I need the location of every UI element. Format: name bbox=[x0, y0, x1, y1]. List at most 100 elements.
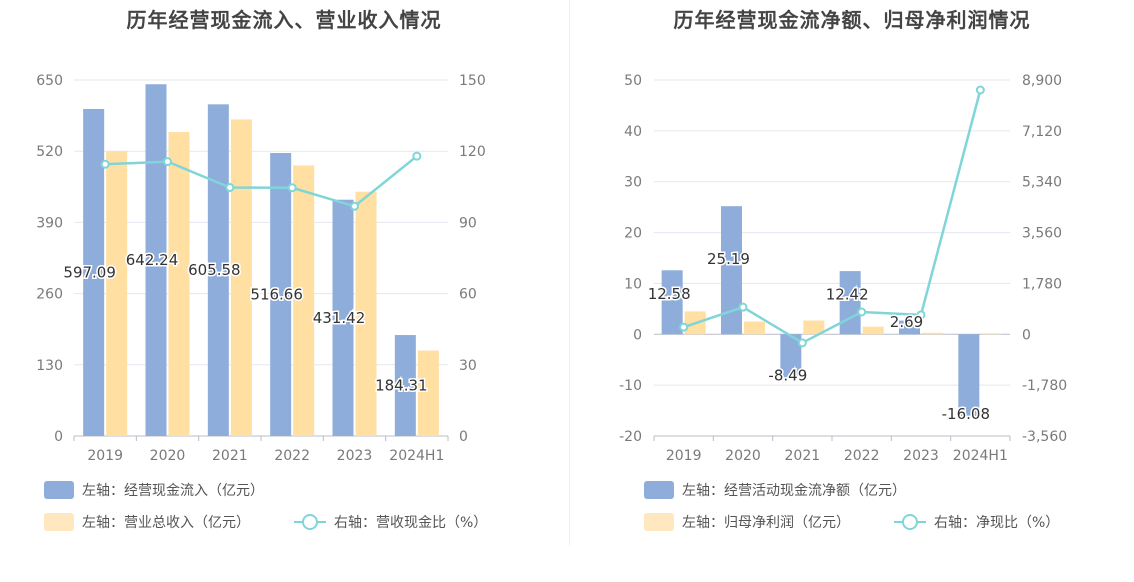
y-right-tick-label: 60 bbox=[459, 287, 477, 303]
y-left-tick-label: 390 bbox=[36, 215, 63, 231]
panel-separator bbox=[569, 0, 570, 545]
bar-series1 bbox=[332, 199, 354, 436]
y-right-tick-label: -3,560 bbox=[1022, 429, 1067, 445]
x-tick-label: 2022 bbox=[274, 448, 310, 464]
y-left-tick-label: 50 bbox=[624, 73, 642, 89]
bar-series2 bbox=[862, 326, 884, 335]
x-tick-label: 2022 bbox=[844, 448, 880, 464]
line-point bbox=[287, 183, 297, 193]
y-left-tick-label: -10 bbox=[619, 378, 642, 394]
y-left-tick-label: 130 bbox=[36, 358, 63, 374]
bar-series1 bbox=[145, 84, 167, 436]
y-right-tick-label: -1,780 bbox=[1022, 378, 1067, 394]
x-tick-label: 2020 bbox=[150, 448, 186, 464]
legend-label: 右轴：净现比（%） bbox=[934, 515, 1060, 531]
legend-label: 左轴：归母净利润（亿元） bbox=[682, 515, 850, 531]
data-label: 516.66 bbox=[250, 286, 303, 304]
y-right-tick-label: 8,900 bbox=[1022, 73, 1062, 89]
data-label: 642.24 bbox=[126, 251, 179, 269]
y-left-tick-label: -20 bbox=[619, 429, 642, 445]
x-tick-label: 2023 bbox=[337, 448, 373, 464]
bar-series2 bbox=[922, 332, 943, 335]
bar-series1 bbox=[780, 334, 802, 378]
bar-series1 bbox=[839, 271, 861, 335]
line-series bbox=[105, 155, 418, 208]
bar-series2 bbox=[106, 151, 128, 436]
x-tick-label: 2023 bbox=[903, 448, 939, 464]
data-label: 605.58 bbox=[188, 261, 241, 279]
chart-panel-cashflow-revenue: 历年经营现金流入、营业收入情况 0 0 130 30 260 60 390 90 520 120 6… bbox=[36, 8, 487, 532]
y-right-tick-label: 0 bbox=[1022, 327, 1031, 343]
bar-series2 bbox=[981, 333, 1003, 335]
data-label: 12.58 bbox=[648, 285, 691, 303]
x-tick-label: 2024H1 bbox=[389, 448, 444, 464]
bar-series1 bbox=[83, 108, 105, 437]
legend-label: 左轴：经营活动现金流净额（亿元） bbox=[682, 483, 906, 499]
data-label: 184.31 bbox=[375, 377, 428, 395]
y-right-tick-label: 0 bbox=[459, 429, 468, 445]
line-point bbox=[857, 307, 867, 317]
chart-plot: 0 0 130 30 260 60 390 90 520 120 650 150 2019 2020 202… bbox=[36, 73, 486, 464]
y-left-tick-label: 10 bbox=[624, 276, 642, 292]
data-label: -8.49 bbox=[768, 366, 807, 384]
y-left-tick-label: 30 bbox=[624, 175, 642, 191]
legend-item-cash-inflow[interactable]: 左轴：经营现金流入（亿元） bbox=[44, 480, 264, 500]
x-tick-label: 2024H1 bbox=[953, 448, 1008, 464]
chart-panel-netflow-profit: 历年经营现金流净额、归母净利润情况 -20 -3,560 -10 -1,780 0 0 10… bbox=[570, 0, 1134, 582]
data-label: 2.69 bbox=[890, 313, 923, 331]
data-label: 25.19 bbox=[707, 250, 750, 268]
y-left-tick-label: 40 bbox=[624, 124, 642, 140]
chart-title: 历年经营现金流入、营业收入情况 bbox=[126, 8, 442, 32]
bar-series1 bbox=[721, 206, 742, 335]
bar-series2 bbox=[744, 321, 765, 335]
legend-swatch-bar-icon bbox=[644, 481, 674, 499]
data-label: 12.42 bbox=[826, 286, 869, 304]
y-left-tick-label: 20 bbox=[624, 226, 642, 242]
legend-item-revenue[interactable]: 左轴：营业总收入（亿元） bbox=[44, 512, 250, 532]
bar-series1 bbox=[270, 153, 292, 436]
chart-title: 历年经营现金流净额、归母净利润情况 bbox=[673, 8, 1031, 32]
line-point bbox=[225, 183, 235, 193]
line-point bbox=[163, 157, 172, 167]
line-point bbox=[738, 302, 748, 312]
legend-item-net-cashflow[interactable]: 左轴：经营活动现金流净额（亿元） bbox=[644, 480, 906, 500]
data-label: -16.08 bbox=[942, 405, 990, 423]
legend-swatch-line-icon bbox=[894, 513, 926, 531]
data-label: 431.42 bbox=[313, 309, 366, 327]
y-right-tick-label: 5,340 bbox=[1022, 175, 1062, 191]
legend-item-revenue-cash-ratio[interactable]: 右轴：营收现金比（%） bbox=[294, 512, 487, 532]
legend-swatch-line-icon bbox=[294, 513, 326, 531]
y-right-tick-label: 3,560 bbox=[1022, 226, 1062, 242]
legend-item-net-profit[interactable]: 左轴：归母净利润（亿元） bbox=[644, 512, 850, 532]
bar-series1 bbox=[958, 334, 980, 417]
data-label: 597.09 bbox=[63, 263, 116, 281]
x-tick-label: 2020 bbox=[725, 448, 761, 464]
legend-label: 左轴：营业总收入（亿元） bbox=[82, 515, 250, 531]
bar-series2 bbox=[355, 191, 377, 436]
line-point bbox=[916, 310, 926, 320]
x-tick-label: 2019 bbox=[666, 448, 702, 464]
y-left-tick-label: 520 bbox=[36, 144, 63, 160]
x-tick-label: 2021 bbox=[785, 448, 821, 464]
chart-plot: -20 -3,560 -10 -1,780 0 0 10 1,780 20 3,560 30 5,34… bbox=[619, 73, 1067, 464]
legend-swatch-bar-icon bbox=[44, 513, 74, 531]
line-point bbox=[412, 151, 422, 161]
y-left-tick-label: 260 bbox=[36, 287, 63, 303]
y-right-tick-label: 7,120 bbox=[1022, 124, 1062, 140]
y-left-tick-label: 0 bbox=[54, 429, 63, 445]
legend-item-net-cash-ratio[interactable]: 右轴：净现比（%） bbox=[894, 512, 1059, 532]
bar-series1 bbox=[394, 335, 416, 436]
y-right-tick-label: 120 bbox=[459, 144, 486, 160]
bar-series1 bbox=[899, 320, 920, 335]
bar-series2 bbox=[230, 119, 252, 437]
line-point bbox=[975, 85, 985, 95]
line-point bbox=[679, 322, 689, 332]
y-right-tick-label: 150 bbox=[459, 73, 486, 89]
y-right-tick-label: 1,780 bbox=[1022, 276, 1062, 292]
bar-series2 bbox=[293, 165, 315, 436]
legend-label: 左轴：经营现金流入（亿元） bbox=[82, 483, 264, 499]
y-right-tick-label: 30 bbox=[459, 358, 477, 374]
legend-swatch-bar-icon bbox=[644, 513, 674, 531]
bar-series2 bbox=[168, 132, 190, 436]
line-point bbox=[350, 201, 359, 211]
